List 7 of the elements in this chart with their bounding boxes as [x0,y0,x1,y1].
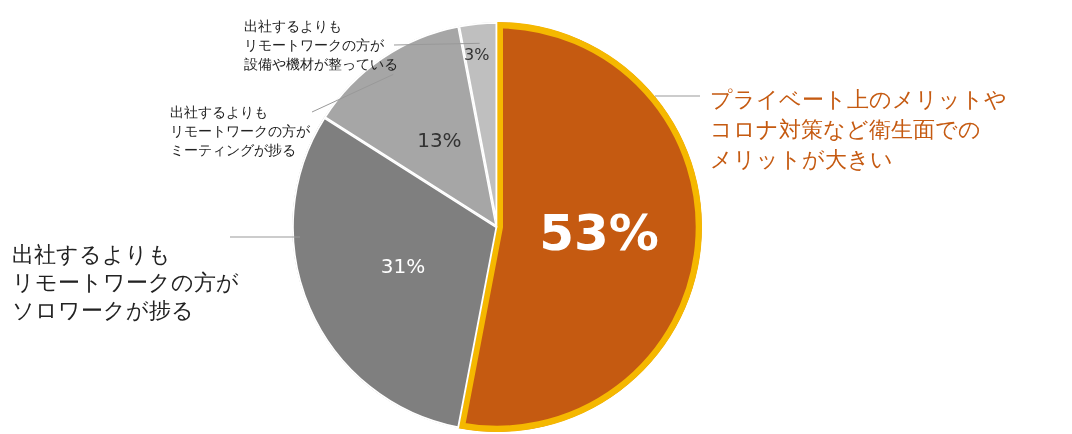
data-label: 13% [417,128,462,153]
data-label: 3% [464,44,490,64]
data-label: 31% [380,253,426,278]
slice-label: 出社するよりもリモートワークの方がミーティングが捗る [170,103,311,158]
slice-label: プライベート上のメリットやコロナ対策など衛生面でのメリットが大きい [710,86,1007,172]
slice-label: 出社するよりもリモートワークの方がソロワークが捗る [12,241,239,323]
data-label: 53% [539,203,659,262]
